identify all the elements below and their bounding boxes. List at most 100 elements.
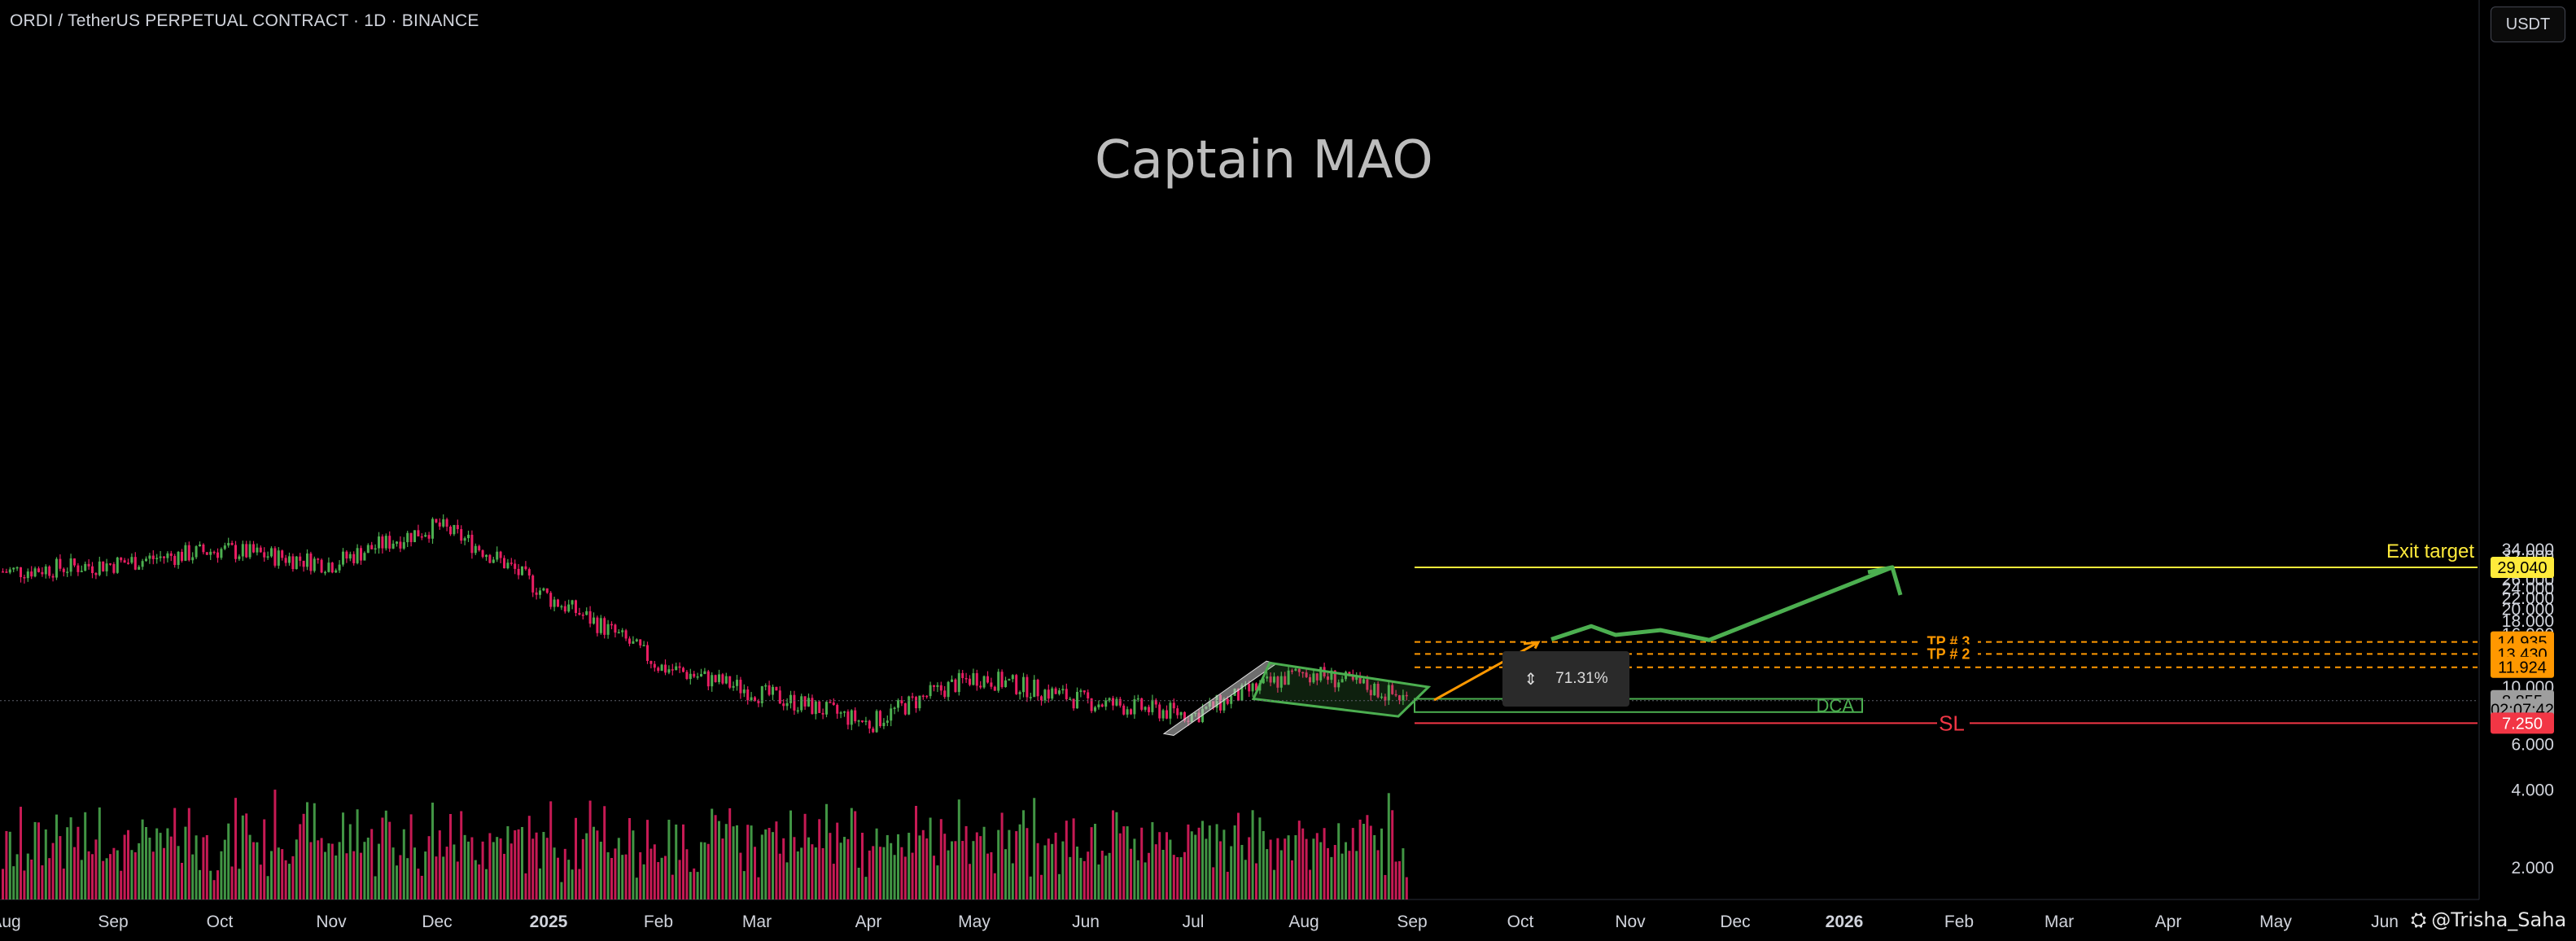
volume-bar [1148, 852, 1150, 899]
volume-bar [775, 821, 778, 899]
dca-zone [1414, 698, 1863, 713]
volume-bar [435, 856, 438, 899]
volume-bar [868, 850, 871, 899]
candle-body [517, 568, 520, 576]
candle-body [435, 519, 438, 523]
volume-bar [503, 853, 505, 899]
volume-bar [739, 852, 742, 899]
candle-body [1405, 694, 1408, 697]
volume-bar [84, 812, 87, 899]
chart-watermark: Captain MAO [1095, 130, 1433, 190]
volume-bar [829, 833, 832, 899]
volume-bar [750, 825, 753, 899]
volume-bar [445, 847, 448, 899]
candle-body [1294, 668, 1297, 671]
candle-body [59, 558, 62, 569]
bull-flag-channel [1251, 661, 1432, 718]
candle-body [259, 547, 262, 553]
candle-body [621, 630, 624, 632]
candle-body [664, 664, 667, 673]
candle-body [671, 669, 674, 671]
candle-body [825, 702, 828, 715]
candle-body [510, 562, 513, 564]
candle-body [1065, 689, 1068, 699]
candle-body [1148, 707, 1150, 712]
volume-bar [703, 842, 706, 899]
volume-bar [1087, 851, 1090, 899]
volume-bar [424, 851, 427, 899]
candle-body [442, 519, 445, 527]
candle-body [1384, 696, 1387, 701]
volume-bar [488, 833, 492, 899]
volume-bar [87, 851, 90, 899]
volume-bar [1294, 835, 1297, 899]
volume-bar [1201, 821, 1204, 899]
volume-bar [496, 837, 499, 899]
candle-body [1273, 676, 1275, 683]
x-tick-label: Apr [2155, 913, 2182, 931]
candle-body [241, 544, 244, 557]
volume-bar [575, 817, 577, 899]
volume-bar [163, 847, 165, 899]
candle-body [1269, 676, 1272, 683]
volume-bar [606, 852, 610, 899]
volume-bar [857, 867, 860, 899]
candle-body [199, 545, 201, 547]
candle-body [177, 551, 180, 566]
volume-bar [112, 847, 116, 899]
candle-body [460, 529, 463, 541]
price-range-measure[interactable]: ⇕ 71.31% [1502, 651, 1629, 707]
candle-body [1255, 683, 1257, 691]
projection-arrowhead-orange [1523, 641, 1541, 650]
volume-bar [964, 825, 968, 899]
candle-body [750, 697, 753, 701]
volume-bar [811, 844, 814, 899]
candle-body [23, 576, 26, 579]
candle-body [657, 667, 660, 672]
volume-bar [617, 838, 620, 899]
volume-bar [69, 817, 72, 899]
volume-bar [1266, 849, 1269, 899]
volume-bar [1169, 839, 1172, 899]
volume-bar [320, 838, 323, 899]
volume-bar [1011, 863, 1014, 899]
volume-bar [864, 877, 868, 899]
volume-bar [1082, 860, 1086, 899]
candle-body [553, 599, 556, 607]
volume-bar [836, 822, 839, 899]
candle-body [366, 545, 370, 554]
candle-body [639, 639, 642, 646]
candle-body [682, 667, 684, 672]
candle-body [48, 566, 51, 576]
volume-bar [603, 806, 606, 899]
author-credit[interactable]: ⛭ @Trisha_Saha [2411, 908, 2566, 931]
candle-body [5, 571, 8, 573]
candle-body [706, 671, 710, 687]
volume-bar [1079, 857, 1082, 899]
volume-bar [51, 843, 55, 899]
volume-bar [295, 839, 298, 899]
candle-body [227, 543, 230, 546]
volume-bar [667, 820, 671, 899]
candle-body [1061, 689, 1065, 691]
candle-body [693, 673, 696, 677]
candle-body [431, 519, 434, 539]
volume-bar [599, 842, 602, 899]
volume-bar [1076, 847, 1078, 899]
volume-bar [653, 844, 656, 899]
volume-bar [768, 828, 771, 899]
candle-body [245, 544, 248, 558]
x-tick-label: Jun [1072, 913, 1100, 931]
candle-body [338, 564, 341, 571]
candle-body [1387, 685, 1390, 701]
candle-body [84, 563, 87, 571]
candle-body [588, 611, 592, 624]
currency-button[interactable]: USDT [2491, 7, 2565, 42]
candle-body [961, 672, 964, 678]
volume-bar [120, 870, 123, 899]
volume-bar [302, 813, 305, 899]
y-tick-label: 24.000 [2502, 580, 2554, 598]
volume-bar [1140, 827, 1144, 899]
